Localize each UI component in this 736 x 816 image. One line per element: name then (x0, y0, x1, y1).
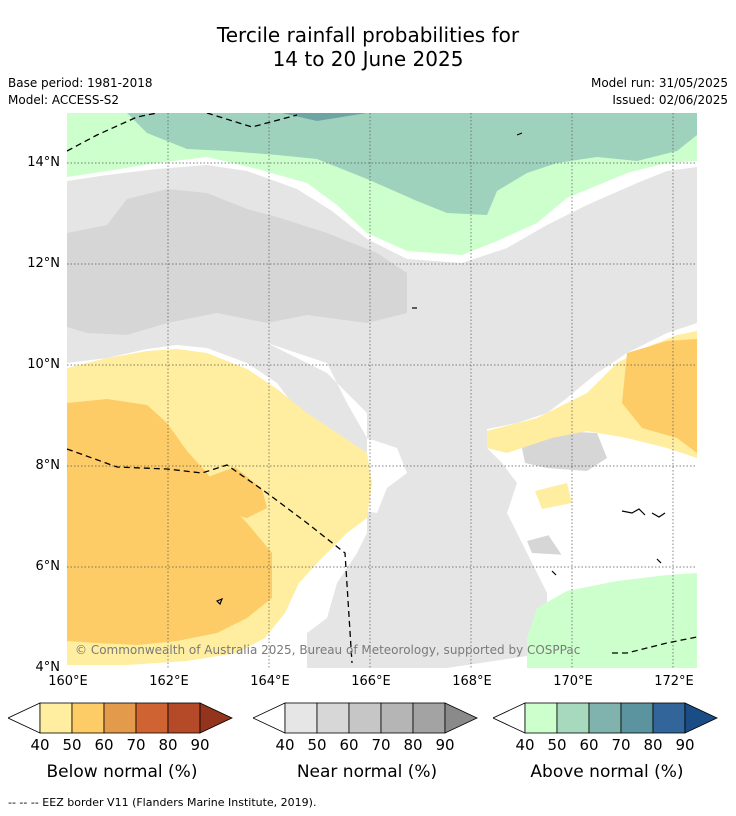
colorbar-segment-3 (135, 702, 169, 734)
colorbar-segment-4 (167, 702, 201, 734)
legend-near-tick-50: 50 (307, 736, 327, 754)
colorbar-above-normal (492, 702, 718, 734)
colorbar-near-normal (252, 702, 478, 734)
region-below-normal-east-50 (622, 339, 697, 453)
legend-above-tick-60: 60 (579, 736, 599, 754)
lon-tick-172: 172°E (654, 674, 694, 689)
grid-lines (67, 113, 697, 668)
legend-above-tick-70: 70 (611, 736, 631, 754)
lon-tick-160: 160°E (48, 674, 88, 689)
colorbar-segment-1 (71, 702, 105, 734)
legend-near-tick-70: 70 (371, 736, 391, 754)
model-run: Model run: 31/05/2025 (590, 76, 728, 90)
legend-above-tick-50: 50 (547, 736, 567, 754)
base-period: Base period: 1981-2018 (8, 76, 153, 90)
lat-tick-14: 14°N (27, 155, 60, 170)
legend-below-tick-40: 40 (30, 736, 50, 754)
issued-date: Issued: 02/06/2025 (612, 93, 728, 107)
legend-above-label: Above normal (%) (530, 762, 684, 782)
colorbar-segment-5 (444, 702, 478, 734)
colorbar-segment-2 (103, 702, 137, 734)
region-near-normal-50-east (522, 431, 607, 471)
map-svg (67, 113, 697, 668)
model-name: Model: ACCESS-S2 (8, 93, 120, 107)
colorbar-segment-2 (588, 702, 622, 734)
legend-below-tick-80: 80 (158, 736, 178, 754)
colorbar-segment-0 (39, 702, 73, 734)
region-below-normal-east-small (535, 483, 572, 509)
probability-map: © Commonwealth of Australia 2025, Bureau… (67, 113, 697, 668)
region-above-normal-south (527, 573, 697, 668)
region-above-normal-60 (282, 113, 367, 121)
legend-below-tick-90: 90 (190, 736, 210, 754)
colorbar-segment-4 (652, 702, 686, 734)
legend-above-normal (492, 701, 723, 739)
copyright-notice: © Commonwealth of Australia 2025, Bureau… (75, 643, 581, 657)
region-near-normal-50 (67, 189, 407, 335)
region-below-normal-50 (67, 399, 272, 645)
lat-tick-8: 8°N (35, 458, 61, 473)
legend-near-label: Near normal (%) (296, 762, 438, 782)
legend-near-normal (252, 701, 483, 739)
legend-near-tick-90: 90 (435, 736, 455, 754)
eez-footnote: -- -- -- EEZ border V11 (Flanders Marine… (8, 796, 317, 809)
lat-tick-12: 12°N (27, 256, 60, 271)
region-above-normal-50 (127, 113, 697, 215)
lon-tick-168: 168°E (452, 674, 492, 689)
legend-near-tick-80: 80 (403, 736, 423, 754)
legend-below-tick-70: 70 (126, 736, 146, 754)
region-no-dominant-mid (267, 343, 407, 513)
legend-below-normal (7, 701, 238, 739)
lat-tick-10: 10°N (27, 357, 60, 372)
colorbar-segment-2 (348, 702, 382, 734)
lon-tick-164: 164°E (250, 674, 290, 689)
legend-below-tick-60: 60 (94, 736, 114, 754)
legend-near-tick-40: 40 (275, 736, 295, 754)
lon-tick-166: 166°E (351, 674, 391, 689)
colorbar-below-normal (7, 702, 233, 734)
map-title-line1: Tercile rainfall probabilities for (216, 23, 520, 47)
lon-tick-162: 162°E (149, 674, 189, 689)
lat-tick-4: 4°N (35, 660, 61, 675)
islands (215, 132, 666, 606)
eez-border (67, 113, 697, 664)
legend-below-tick-50: 50 (62, 736, 82, 754)
colorbar-segment-1 (556, 702, 590, 734)
colorbar-segment-5 (199, 702, 233, 734)
legend-above-tick-90: 90 (675, 736, 695, 754)
legend-above-tick-80: 80 (643, 736, 663, 754)
colorbar-segment-0 (284, 702, 318, 734)
colorbar-segment-3 (380, 702, 414, 734)
map-title-line2: 14 to 20 June 2025 (272, 47, 464, 71)
legend-near-tick-60: 60 (339, 736, 359, 754)
colorbar-segment-4 (412, 702, 446, 734)
colorbar-segment-3 (620, 702, 654, 734)
colorbar-segment-1 (316, 702, 350, 734)
lon-tick-170: 170°E (553, 674, 593, 689)
lat-tick-6: 6°N (35, 559, 61, 574)
colorbar-segment-5 (684, 702, 718, 734)
colorbar-segment-0 (524, 702, 558, 734)
legend-above-tick-40: 40 (515, 736, 535, 754)
legend-below-label: Below normal (%) (46, 762, 198, 782)
region-below-normal-50-b (197, 467, 267, 518)
